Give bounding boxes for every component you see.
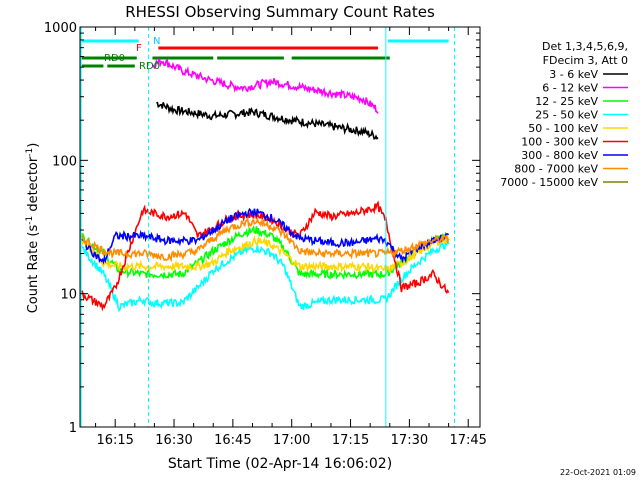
series-line [151,58,379,114]
series-line [81,234,450,274]
legend-entry-label: 6 - 12 keV [542,82,598,95]
legend-entry-label: 800 - 7000 keV [514,163,598,176]
x-tick-label: 17:45 [449,433,486,448]
series-line [81,239,450,313]
annotation-n: N [153,36,160,47]
legend-title-line1: Det 1,3,4,5,6,9, [542,40,628,53]
x-tick-label: 17:15 [332,433,369,448]
plot-frame [79,26,481,428]
y-tick-label: 100 [52,154,77,169]
y-tick-label: 10 [60,288,77,303]
annotation-rd0-a: RD0 [104,53,125,64]
series-line [81,207,450,265]
vertical-markers [80,27,456,427]
series-line [156,101,379,140]
x-axis-label: Start Time (02-Apr-14 16:06:02) [168,456,392,472]
series-line [81,215,450,263]
y-axis-label-part3: ) [26,143,41,148]
y-axis-label: Count Rate (s-1 detector-1) [25,143,41,314]
y-axis-label-sup2: -1 [25,148,35,157]
legend-entry-label: 7000 - 15000 keV [500,176,598,189]
legend: Det 1,3,4,5,6,9, FDecim 3, Att 0 3 - 6 k… [500,40,628,189]
x-tick-label: 17:30 [391,433,428,448]
series-line [81,225,449,281]
footer-timestamp: 22-Oct-2021 01:09 [560,468,636,477]
legend-entry-label: 25 - 50 keV [535,109,598,122]
y-axis-label-part1: Count Rate (s [26,225,41,314]
axes [79,26,481,428]
x-tick-label: 16:45 [214,433,251,448]
flag-bars [81,39,449,68]
annotation-rd0-b: RD0 [139,61,160,72]
annotation-f: F [136,43,142,54]
x-tick-label: 16:15 [96,433,133,448]
y-tick-label: 1000 [44,21,77,36]
legend-entry-label: 3 - 6 keV [549,68,598,81]
y-axis-label-part2: detector [26,156,41,216]
series-lines [81,58,450,313]
y-tick-label: 1 [69,421,77,436]
x-tick-label: 16:30 [155,433,192,448]
y-axis-label-sup1: -1 [25,216,35,225]
series-line [81,200,450,312]
legend-title-line2: FDecim 3, Att 0 [543,54,628,67]
x-tick-label: 17:00 [273,433,310,448]
chart-title: RHESSI Observing Summary Count Rates [125,3,435,21]
legend-entry-label: 100 - 300 keV [521,136,598,149]
axis-ticks: 16:15 16:30 16:45 17:00 17:15 17:30 17:45 1 10 10… [44,21,487,448]
legend-entry-label: 12 - 25 keV [535,95,598,108]
legend-entry-label: 50 - 100 keV [528,122,598,135]
legend-entry-label: 300 - 800 keV [521,149,598,162]
